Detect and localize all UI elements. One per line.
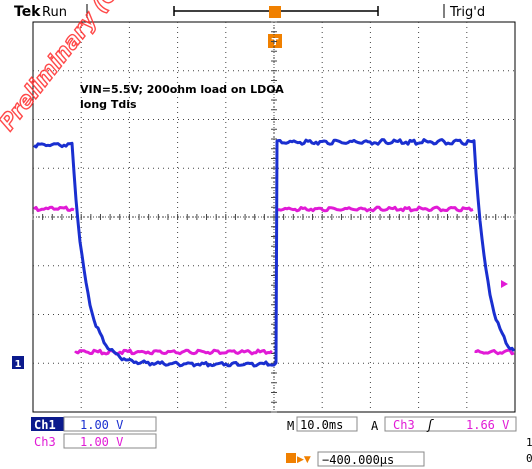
watermark-text: Preliminary (OBS) [0,0,151,136]
timebase-value: 10.0ms [300,418,343,432]
side-glyph-1: 1 [526,436,532,449]
horizontal-position-arrow-icon: ▶▼ [297,455,311,465]
ch1-scale-box[interactable] [63,416,157,432]
ch1-ground-marker[interactable] [12,356,24,369]
ch1-ground-marker-label: 1 [15,359,22,370]
trigger-level: 1.66 V [466,418,509,432]
trigger-slope-icon: ʃ [426,418,434,433]
ch3-label: Ch3 [34,435,56,449]
annotation-line-1: VIN=5.5V; 200ohm load on LDOA [80,83,284,96]
side-glyph-2: 0 [526,452,532,465]
graticule [32,21,516,413]
annotation-line-2: long Tdis [80,98,137,111]
trigger-position-glyph: T [272,37,279,48]
ch3-waveform [33,205,515,356]
horizontal-position-box[interactable] [317,451,425,467]
brand-label: Tek [14,4,41,20]
ch1-label-badge[interactable] [31,417,64,431]
ch1-waveform [33,138,516,368]
trigger-state-label: Trig'd [449,5,485,20]
timebase-box[interactable] [296,416,358,432]
ch1-label: Ch1 [34,418,56,432]
ch1-scale: 1.00 V [80,418,123,432]
ch3-scale-box[interactable] [63,433,157,449]
horizontal-position-value: −400.000µs [322,453,394,467]
trigger-source: Ch3 [393,418,415,432]
trigger-point-marker[interactable] [269,6,281,18]
horizontal-position-icon [286,453,296,463]
trigger-level-arrow-icon[interactable] [501,280,508,288]
trigger-readout-box[interactable] [384,416,517,432]
trigger-mode: A [371,419,379,433]
timebase-prefix: M [287,419,294,433]
preliminary-watermark: Preliminary (OBS) [0,0,152,136]
ch3-scale: 1.00 V [80,435,123,449]
run-state-label: Run [42,5,67,20]
